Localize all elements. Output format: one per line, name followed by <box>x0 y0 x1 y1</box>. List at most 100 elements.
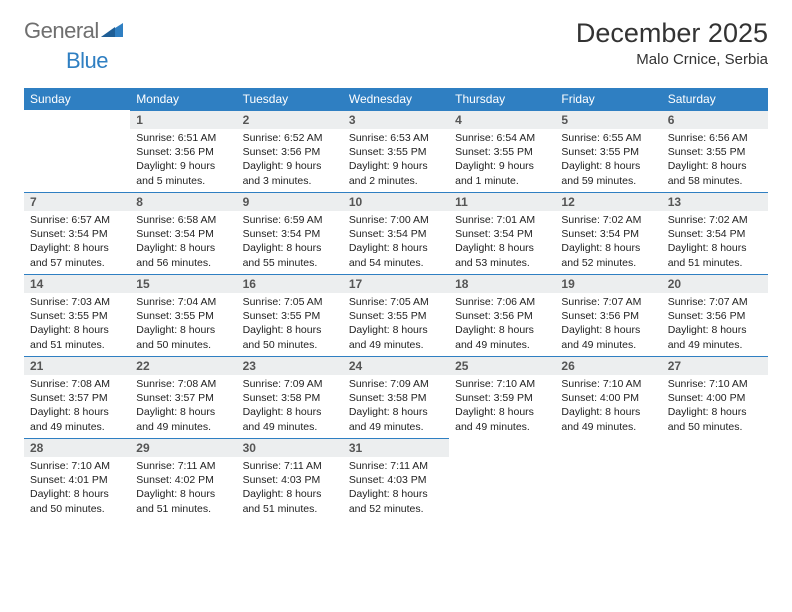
sunset-text: Sunset: 3:56 PM <box>136 145 230 159</box>
sunrise-text: Sunrise: 6:55 AM <box>561 131 655 145</box>
logo: General <box>24 18 125 44</box>
calendar-day-cell: 28Sunrise: 7:10 AMSunset: 4:01 PMDayligh… <box>24 438 130 520</box>
day-number: 25 <box>449 356 555 375</box>
day-details: Sunrise: 7:05 AMSunset: 3:55 PMDaylight:… <box>237 293 343 356</box>
day-number: 18 <box>449 274 555 293</box>
day-number: 22 <box>130 356 236 375</box>
sunrise-text: Sunrise: 6:51 AM <box>136 131 230 145</box>
day-number: 29 <box>130 438 236 457</box>
logo-triangle-icon <box>101 21 123 42</box>
day-number: 2 <box>237 110 343 129</box>
calendar-day-cell: 4Sunrise: 6:54 AMSunset: 3:55 PMDaylight… <box>449 110 555 192</box>
day-number: 5 <box>555 110 661 129</box>
sunrise-text: Sunrise: 6:59 AM <box>243 213 337 227</box>
calendar-day-cell: .. <box>449 438 555 520</box>
sunrise-text: Sunrise: 7:06 AM <box>455 295 549 309</box>
daylight-text: Daylight: 8 hours and 50 minutes. <box>136 323 230 351</box>
day-details: Sunrise: 7:02 AMSunset: 3:54 PMDaylight:… <box>555 211 661 274</box>
sunset-text: Sunset: 3:58 PM <box>243 391 337 405</box>
daylight-text: Daylight: 8 hours and 49 minutes. <box>455 323 549 351</box>
day-number: 15 <box>130 274 236 293</box>
sunrise-text: Sunrise: 7:11 AM <box>243 459 337 473</box>
day-number: 17 <box>343 274 449 293</box>
day-details: Sunrise: 7:09 AMSunset: 3:58 PMDaylight:… <box>343 375 449 438</box>
calendar-day-cell: 23Sunrise: 7:09 AMSunset: 3:58 PMDayligh… <box>237 356 343 438</box>
sunset-text: Sunset: 3:55 PM <box>349 309 443 323</box>
sunrise-text: Sunrise: 6:53 AM <box>349 131 443 145</box>
sunset-text: Sunset: 3:54 PM <box>561 227 655 241</box>
calendar-day-cell: 6Sunrise: 6:56 AMSunset: 3:55 PMDaylight… <box>662 110 768 192</box>
day-number: 6 <box>662 110 768 129</box>
weekday-header: Saturday <box>662 88 768 110</box>
daylight-text: Daylight: 8 hours and 50 minutes. <box>243 323 337 351</box>
day-number: 8 <box>130 192 236 211</box>
daylight-text: Daylight: 8 hours and 58 minutes. <box>668 159 762 187</box>
sunrise-text: Sunrise: 7:09 AM <box>243 377 337 391</box>
sunrise-text: Sunrise: 7:03 AM <box>30 295 124 309</box>
sunset-text: Sunset: 4:02 PM <box>136 473 230 487</box>
day-number: 3 <box>343 110 449 129</box>
day-details: Sunrise: 6:58 AMSunset: 3:54 PMDaylight:… <box>130 211 236 274</box>
day-details: Sunrise: 6:59 AMSunset: 3:54 PMDaylight:… <box>237 211 343 274</box>
day-details: Sunrise: 7:09 AMSunset: 3:58 PMDaylight:… <box>237 375 343 438</box>
sunset-text: Sunset: 4:00 PM <box>668 391 762 405</box>
logo-text-part1: General <box>24 18 99 44</box>
sunset-text: Sunset: 4:00 PM <box>561 391 655 405</box>
calendar-day-cell: 2Sunrise: 6:52 AMSunset: 3:56 PMDaylight… <box>237 110 343 192</box>
weekday-header: Wednesday <box>343 88 449 110</box>
location: Malo Crnice, Serbia <box>576 51 768 68</box>
sunset-text: Sunset: 4:03 PM <box>243 473 337 487</box>
day-details: Sunrise: 6:53 AMSunset: 3:55 PMDaylight:… <box>343 129 449 192</box>
day-number: 30 <box>237 438 343 457</box>
sunset-text: Sunset: 3:54 PM <box>668 227 762 241</box>
daylight-text: Daylight: 8 hours and 52 minutes. <box>561 241 655 269</box>
calendar-day-cell: 29Sunrise: 7:11 AMSunset: 4:02 PMDayligh… <box>130 438 236 520</box>
weekday-header: Friday <box>555 88 661 110</box>
sunset-text: Sunset: 3:55 PM <box>136 309 230 323</box>
daylight-text: Daylight: 9 hours and 1 minute. <box>455 159 549 187</box>
day-details: Sunrise: 6:55 AMSunset: 3:55 PMDaylight:… <box>555 129 661 192</box>
calendar-day-cell: 1Sunrise: 6:51 AMSunset: 3:56 PMDaylight… <box>130 110 236 192</box>
sunset-text: Sunset: 3:54 PM <box>30 227 124 241</box>
daylight-text: Daylight: 8 hours and 54 minutes. <box>349 241 443 269</box>
daylight-text: Daylight: 8 hours and 49 minutes. <box>561 405 655 433</box>
calendar-week-row: 28Sunrise: 7:10 AMSunset: 4:01 PMDayligh… <box>24 438 768 520</box>
calendar-day-cell: 11Sunrise: 7:01 AMSunset: 3:54 PMDayligh… <box>449 192 555 274</box>
sunrise-text: Sunrise: 6:54 AM <box>455 131 549 145</box>
sunset-text: Sunset: 3:57 PM <box>136 391 230 405</box>
weekday-header: Monday <box>130 88 236 110</box>
calendar-day-cell: 12Sunrise: 7:02 AMSunset: 3:54 PMDayligh… <box>555 192 661 274</box>
calendar-day-cell: 21Sunrise: 7:08 AMSunset: 3:57 PMDayligh… <box>24 356 130 438</box>
calendar-day-cell: 15Sunrise: 7:04 AMSunset: 3:55 PMDayligh… <box>130 274 236 356</box>
day-details: Sunrise: 6:56 AMSunset: 3:55 PMDaylight:… <box>662 129 768 192</box>
day-details: Sunrise: 7:07 AMSunset: 3:56 PMDaylight:… <box>662 293 768 356</box>
daylight-text: Daylight: 8 hours and 49 minutes. <box>243 405 337 433</box>
sunrise-text: Sunrise: 6:52 AM <box>243 131 337 145</box>
day-details: Sunrise: 6:54 AMSunset: 3:55 PMDaylight:… <box>449 129 555 192</box>
sunset-text: Sunset: 3:56 PM <box>668 309 762 323</box>
sunrise-text: Sunrise: 7:02 AM <box>668 213 762 227</box>
calendar-day-cell: 8Sunrise: 6:58 AMSunset: 3:54 PMDaylight… <box>130 192 236 274</box>
day-number: 12 <box>555 192 661 211</box>
sunrise-text: Sunrise: 7:08 AM <box>136 377 230 391</box>
sunrise-text: Sunrise: 7:07 AM <box>668 295 762 309</box>
calendar-day-cell: 14Sunrise: 7:03 AMSunset: 3:55 PMDayligh… <box>24 274 130 356</box>
day-details: Sunrise: 7:01 AMSunset: 3:54 PMDaylight:… <box>449 211 555 274</box>
weekday-header: Sunday <box>24 88 130 110</box>
day-number: 23 <box>237 356 343 375</box>
day-number: 20 <box>662 274 768 293</box>
calendar-day-cell: 17Sunrise: 7:05 AMSunset: 3:55 PMDayligh… <box>343 274 449 356</box>
calendar-day-cell: 18Sunrise: 7:06 AMSunset: 3:56 PMDayligh… <box>449 274 555 356</box>
day-details: Sunrise: 7:11 AMSunset: 4:03 PMDaylight:… <box>237 457 343 520</box>
sunrise-text: Sunrise: 7:10 AM <box>668 377 762 391</box>
calendar-day-cell: 24Sunrise: 7:09 AMSunset: 3:58 PMDayligh… <box>343 356 449 438</box>
daylight-text: Daylight: 8 hours and 52 minutes. <box>349 487 443 515</box>
weekday-header-row: Sunday Monday Tuesday Wednesday Thursday… <box>24 88 768 110</box>
calendar-week-row: 14Sunrise: 7:03 AMSunset: 3:55 PMDayligh… <box>24 274 768 356</box>
day-number: 28 <box>24 438 130 457</box>
calendar-day-cell: 30Sunrise: 7:11 AMSunset: 4:03 PMDayligh… <box>237 438 343 520</box>
sunrise-text: Sunrise: 7:04 AM <box>136 295 230 309</box>
day-number: 26 <box>555 356 661 375</box>
day-details: Sunrise: 7:04 AMSunset: 3:55 PMDaylight:… <box>130 293 236 356</box>
calendar-week-row: 21Sunrise: 7:08 AMSunset: 3:57 PMDayligh… <box>24 356 768 438</box>
